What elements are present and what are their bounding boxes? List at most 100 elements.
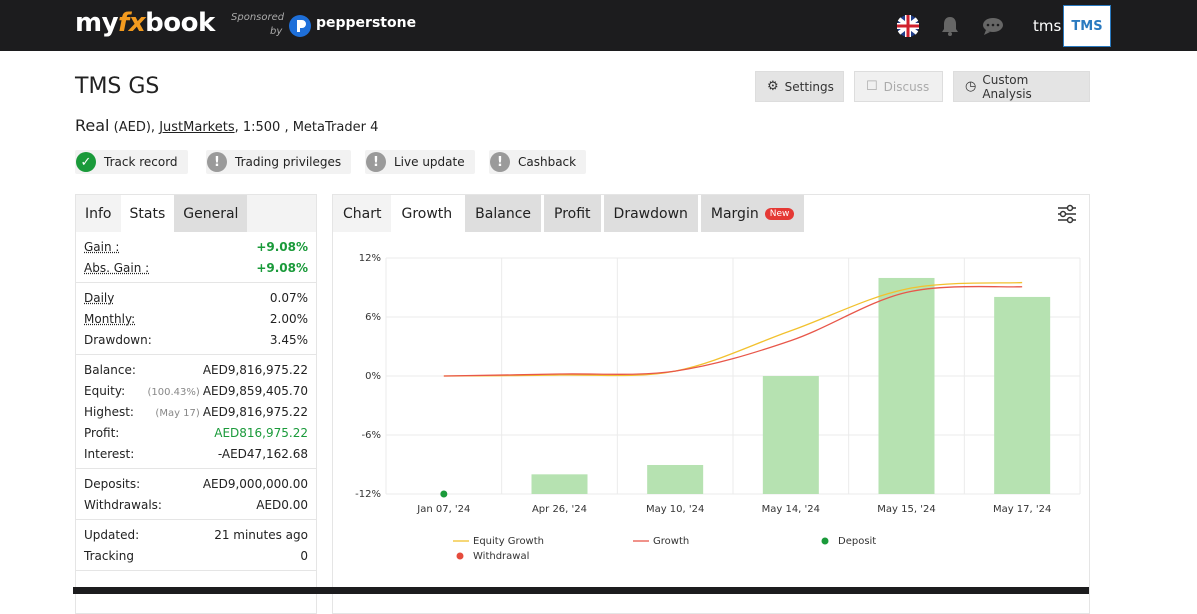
header: myfxbook Sponsored by pepperstone tms TM… [0, 0, 1197, 51]
stats-panel: Info Stats General Gain : +9.08% Abs. Gain :… [75, 194, 317, 614]
stats-value: AED9,816,975.22 [203, 405, 308, 419]
logo-part: fx [118, 8, 145, 38]
language-flag[interactable] [897, 15, 919, 37]
chart-tab[interactable]: Margin New [701, 195, 804, 232]
chart-tab[interactable]: Profit [544, 195, 601, 232]
button[interactable]: ☐ Discuss [854, 71, 943, 102]
sponsored-label: Sponsored [231, 12, 284, 23]
stats-group: Deposits: AED9,000,000.00 Withdrawals: AED0… [76, 469, 316, 520]
tab[interactable]: General [174, 195, 247, 232]
legend-label: Withdrawal [473, 551, 529, 562]
stats-value: AED816,975.22 [214, 426, 308, 440]
stats-label: Balance: [84, 363, 136, 377]
sponsor-name[interactable]: pepperstone [316, 15, 416, 31]
legend-label: Equity Growth [473, 536, 544, 547]
stats-value-wrap: (100.43%) AED9,859,405.70 [148, 384, 308, 398]
button-icon: ☐ [866, 79, 878, 94]
logo[interactable]: myfxbook [75, 8, 215, 38]
stats-value: 2.00% [270, 312, 308, 326]
bar [532, 474, 588, 494]
stats-group: Daily 0.07% Monthly: 2.00% Drawdown: 3.45% [76, 283, 316, 355]
stats-note: (100.43%) [148, 387, 200, 398]
stats-label: Abs. Gain : [84, 261, 149, 275]
stats-value-wrap: 2.00% [270, 312, 308, 326]
sponsored-by: by [270, 26, 282, 37]
marker [440, 491, 447, 498]
chart-tab-label: Chart [343, 206, 381, 222]
account-info: Real (AED), JustMarkets, 1:500 , MetaTra… [75, 116, 378, 135]
sponsor-icon [288, 14, 312, 38]
y-tick-label: 0% [365, 371, 381, 382]
button[interactable]: ⚙ Settings [755, 71, 844, 102]
stats-label: Updated: [84, 528, 139, 542]
x-tick-label: May 10, '24 [646, 504, 704, 515]
chart-tab[interactable]: Chart [333, 195, 391, 232]
chart-panel: Chart Growth Balance Profit Drawdown Margin Ne… [332, 194, 1090, 614]
chart-tab[interactable]: Balance [465, 195, 541, 232]
stats-value-wrap: +9.08% [256, 240, 308, 254]
broker-link[interactable]: JustMarkets [159, 120, 234, 135]
bar [763, 376, 819, 494]
button[interactable]: ◷ Custom Analysis [953, 71, 1090, 102]
chart-tab-label: Balance [475, 206, 531, 222]
chart-tab-label: Profit [554, 206, 591, 222]
y-tick-label: 6% [365, 312, 381, 323]
stats-row: Deposits: AED9,000,000.00 [76, 473, 316, 494]
badge: ! Trading privileges [206, 150, 351, 174]
logo-part: my [75, 8, 118, 38]
y-tick-label: -12% [355, 489, 381, 500]
tab[interactable]: Stats [121, 195, 175, 232]
footer-bar [73, 587, 1089, 594]
stats-value: AED9,816,975.22 [203, 363, 308, 377]
account-currency: (AED), [114, 120, 155, 135]
chart-tab-label: Margin [711, 206, 759, 222]
notifications-icon[interactable] [941, 16, 959, 36]
stats-list: Gain : +9.08% Abs. Gain : +9.08% Daily 0.07% M… [76, 232, 316, 571]
chart-tab-label: Drawdown [614, 206, 688, 222]
bar [879, 278, 935, 494]
stats-value: 3.45% [270, 333, 308, 347]
user-name[interactable]: tms [1033, 17, 1061, 35]
chart-tab[interactable]: Growth [391, 195, 462, 232]
stats-row: Monthly: 2.00% [76, 308, 316, 329]
stats-row: Interest: -AED47,162.68 [76, 443, 316, 464]
stats-value-wrap: 21 minutes ago [214, 528, 308, 542]
stats-label: Equity: [84, 384, 125, 398]
legend-label: Growth [653, 536, 689, 547]
y-tick-label: 12% [359, 253, 381, 264]
stats-label: Daily [84, 291, 114, 305]
legend-swatch [822, 538, 829, 545]
stats-label: Tracking [84, 549, 134, 563]
stats-row: Daily 0.07% [76, 287, 316, 308]
stats-value: 0 [300, 549, 308, 563]
stats-value-wrap: (May 17) AED9,816,975.22 [155, 405, 308, 419]
page: myfxbook Sponsored by pepperstone tms TM… [0, 0, 1197, 594]
badge-icon: ! [490, 152, 510, 172]
stats-label: Profit: [84, 426, 119, 440]
stats-value: AED0.00 [256, 498, 308, 512]
button-icon: ◷ [965, 79, 976, 94]
chart-tab[interactable]: Drawdown [604, 195, 698, 232]
x-tick-label: May 15, '24 [877, 504, 935, 515]
stats-row: Tracking 0 [76, 545, 316, 566]
chart-settings-icon[interactable] [1056, 203, 1078, 225]
avatar[interactable]: TMS [1063, 5, 1111, 47]
chart-tabs: Chart Growth Balance Profit Drawdown Margin Ne… [333, 195, 1089, 232]
badge-label: Cashback [518, 155, 576, 169]
new-badge: New [765, 208, 795, 220]
button-label: Settings [785, 80, 834, 94]
stats-row: Gain : +9.08% [76, 236, 316, 257]
stats-row: Updated: 21 minutes ago [76, 524, 316, 545]
stats-tabs: Info Stats General [76, 195, 316, 232]
stats-row: Drawdown: 3.45% [76, 329, 316, 350]
button-label: Discuss [884, 80, 930, 94]
tab[interactable]: Info [76, 195, 121, 232]
stats-label: Highest: [84, 405, 134, 419]
stats-group: Updated: 21 minutes ago Tracking 0 [76, 520, 316, 571]
badge-label: Live update [394, 155, 465, 169]
legend-swatch [457, 553, 464, 560]
badge-label: Track record [104, 155, 178, 169]
badge-icon: ✓ [76, 152, 96, 172]
x-tick-label: Jan 07, '24 [416, 504, 470, 515]
messages-icon[interactable] [982, 16, 1004, 36]
